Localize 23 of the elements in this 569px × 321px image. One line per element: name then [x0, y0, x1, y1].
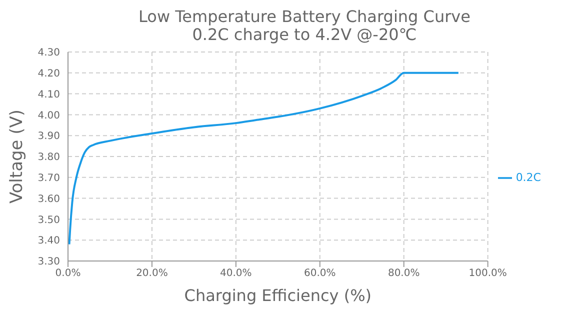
- x-axis-title: Charging Efficiency (%): [184, 286, 372, 305]
- x-tick-label: 0.0%: [55, 268, 81, 280]
- y-tick-label: 3.70: [38, 172, 60, 184]
- y-tick-label: 3.60: [38, 194, 60, 205]
- y-tick-label: 3.30: [38, 256, 60, 268]
- y-tick-label: 3.50: [38, 214, 60, 226]
- y-tick-label: 4.00: [38, 110, 60, 122]
- chart-subtitle: 0.2C charge to 4.2V @-20℃: [192, 25, 418, 44]
- y-tick-label: 3.80: [38, 152, 60, 164]
- x-tick-label: 20.0%: [136, 268, 168, 280]
- y-axis-title: Voltage (V): [7, 109, 28, 204]
- y-tick-label: 4.20: [38, 68, 60, 80]
- x-tick-label: 40.0%: [220, 268, 252, 280]
- y-tick-label: 3.90: [38, 131, 60, 142]
- x-tick-label: 80.0%: [388, 268, 420, 280]
- y-tick-label: 3.40: [38, 236, 60, 247]
- y-tick-label: 4.30: [38, 48, 60, 59]
- x-tick-label: 100.0%: [468, 268, 507, 280]
- line-series: [68, 72, 460, 246]
- chart-title: Low Temperature Battery Charging Curve: [138, 7, 472, 26]
- legend-label: 0.2C: [516, 170, 541, 184]
- y-tick-label: 4.10: [38, 89, 60, 100]
- x-tick-label: 60.0%: [304, 268, 336, 280]
